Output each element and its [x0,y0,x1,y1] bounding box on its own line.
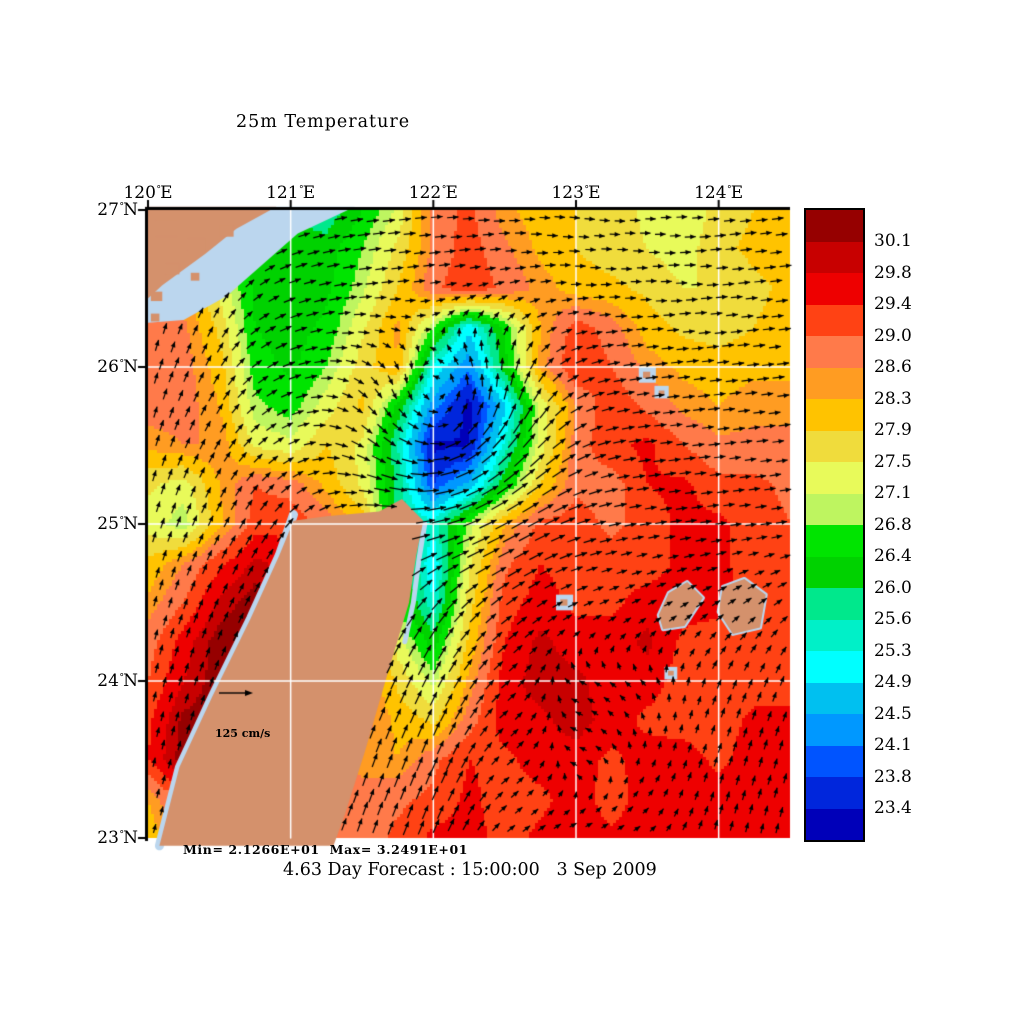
colorbar-tick-label: 26.8 [874,514,912,535]
colorbar-block [806,745,863,777]
tick-hemisphere: E [302,183,316,203]
tick-hemisphere: E [445,183,458,203]
degree-symbol: ° [119,671,125,683]
colorbar-block [806,367,863,399]
colorbar [804,208,865,842]
degree-symbol: ° [119,514,125,526]
colorbar-block [806,619,863,651]
tick-number: 122 [408,183,442,203]
forecast-caption: 4.63 Day Forecast : 15:00:00 3 Sep 2009 [283,860,657,880]
colorbar-block [806,399,863,431]
tick-hemisphere: E [730,183,744,203]
lon-tick-label: 124°E [694,183,743,203]
colorbar-tick-label: 27.1 [874,483,912,503]
lat-tick-label: 25°N [72,514,138,534]
colorbar-block [806,304,863,336]
tick-hemisphere: N [123,514,138,534]
colorbar-block [806,714,863,746]
tick-number: 124 [694,183,727,203]
tick-number: 27 [97,200,119,220]
page-title: 25m Temperature [236,112,411,132]
degree-symbol: ° [119,357,125,369]
colorbar-tick-label: 25.3 [874,640,912,661]
degree-symbol: ° [584,183,590,195]
tick-hemisphere: N [123,357,138,377]
vector-scale-label: 125 cm/s [215,727,271,740]
lat-tick-label: 23°N [72,828,138,848]
colorbar-block [806,210,863,242]
colorbar-block [806,493,863,525]
colorbar-block [806,273,863,305]
tick-hemisphere: E [160,183,173,203]
lon-tick-label: 123°E [551,183,600,203]
tick-number: 26 [97,357,119,377]
lon-tick-label: 120°E [123,183,172,203]
colorbar-tick-label: 29.8 [874,262,912,283]
colorbar-block [806,525,863,557]
tick-number: 24 [97,671,119,691]
colorbar-tick-label: 28.3 [874,388,912,409]
tick-number: 25 [97,514,119,534]
colorbar-block [806,682,863,714]
tick-number: 120 [123,183,156,203]
colorbar-tick-label: 23.4 [874,798,912,818]
tick-number: 23 [97,828,119,848]
colorbar-tick-label: 24.1 [874,735,912,755]
tick-hemisphere: N [123,200,138,220]
degree-symbol: ° [299,183,304,195]
colorbar-tick-label: 26.4 [874,546,912,566]
colorbar-tick-label: 23.8 [874,766,912,787]
lon-tick-label: 121°E [266,183,315,203]
tick-hemisphere: N [123,828,138,848]
colorbar-tick-label: 24.5 [874,703,912,724]
colorbar-tick-label: 29.0 [874,325,912,346]
colorbar-tick-label: 28.6 [874,357,912,377]
tick-hemisphere: E [588,183,601,203]
minmax-annotation: Min= 2.1266E+01 Max= 3.2491E+01 [183,842,469,857]
colorbar-block [806,651,863,683]
colorbar-tick-label: 29.4 [874,294,912,314]
colorbar-tick-label: 24.9 [874,672,912,692]
tick-hemisphere: N [123,671,138,691]
colorbar-block [806,430,863,462]
degree-symbol: ° [727,183,732,195]
lat-tick-label: 27°N [72,200,138,220]
colorbar-block [806,777,863,809]
colorbar-tick-label: 27.9 [874,420,912,440]
colorbar-tick-label: 26.0 [874,577,912,598]
degree-symbol: ° [156,183,162,195]
lat-tick-label: 24°N [72,671,138,691]
tick-number: 123 [551,183,584,203]
degree-symbol: ° [119,828,125,840]
lon-tick-label: 122°E [409,183,458,203]
colorbar-tick-label: 25.6 [874,609,912,629]
colorbar-block [806,241,863,273]
colorbar-block [806,808,863,840]
colorbar-block [806,336,863,368]
degree-symbol: ° [441,183,447,195]
lat-tick-label: 26°N [72,357,138,377]
colorbar-block [806,462,863,494]
colorbar-block [806,556,863,588]
degree-symbol: ° [119,200,125,212]
colorbar-block [806,588,863,620]
colorbar-tick-label: 27.5 [874,451,912,472]
colorbar-tick-label: 30.1 [874,231,912,251]
tick-number: 121 [266,183,299,203]
